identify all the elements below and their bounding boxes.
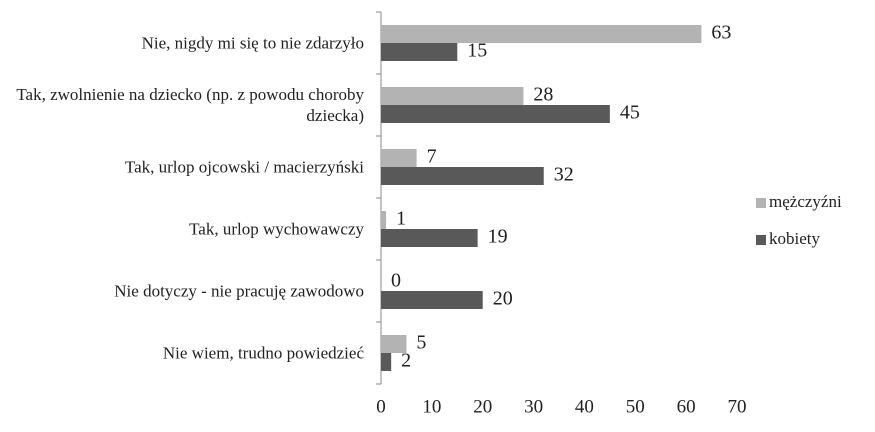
legend-label: kobiety [769,229,820,248]
x-tick-label: 0 [376,396,386,417]
value-label: 7 [427,146,437,168]
value-label: 15 [467,40,487,62]
bar [381,149,417,167]
bar [381,353,392,371]
value-label: 2 [401,350,411,372]
value-label: 45 [620,102,640,124]
bar [381,291,483,309]
x-tick-label: 50 [626,396,645,417]
category-label: Nie wiem, trudno powiedzieć [162,343,364,363]
bar [381,335,407,353]
value-label: 19 [488,226,508,248]
legend-swatch [756,198,766,208]
value-label: 63 [711,22,731,44]
bar [381,105,610,123]
x-tick-label: 40 [575,396,594,417]
legend-swatch [756,235,766,245]
x-tick-label: 70 [728,396,747,417]
category-label: Tak, urlop ojcowski / macierzyński [124,157,364,177]
bar [381,25,702,43]
legend-label: mężczyźni [769,192,842,211]
bar [381,87,524,105]
bar [381,211,387,229]
bar [381,229,478,247]
bar [381,43,458,61]
value-label: 28 [533,84,553,106]
category-label: Tak, zwolnienie na dziecko (np. z powodu… [16,85,364,125]
value-label: 32 [554,164,574,186]
category-label: Nie, nigdy mi się to nie zdarzyło [141,33,364,53]
value-label: 1 [396,208,406,230]
x-tick-label: 30 [524,396,543,417]
bar [381,167,544,185]
x-tick-label: 10 [422,396,441,417]
value-label: 20 [493,288,513,310]
value-label: 5 [416,332,426,354]
value-label: 0 [391,270,401,292]
x-tick-label: 60 [677,396,696,417]
category-label: Tak, urlop wychowawczy [189,219,364,239]
category-label: Nie dotyczy - nie pracuję zawodowo [114,281,364,301]
x-tick-label: 20 [473,396,492,417]
